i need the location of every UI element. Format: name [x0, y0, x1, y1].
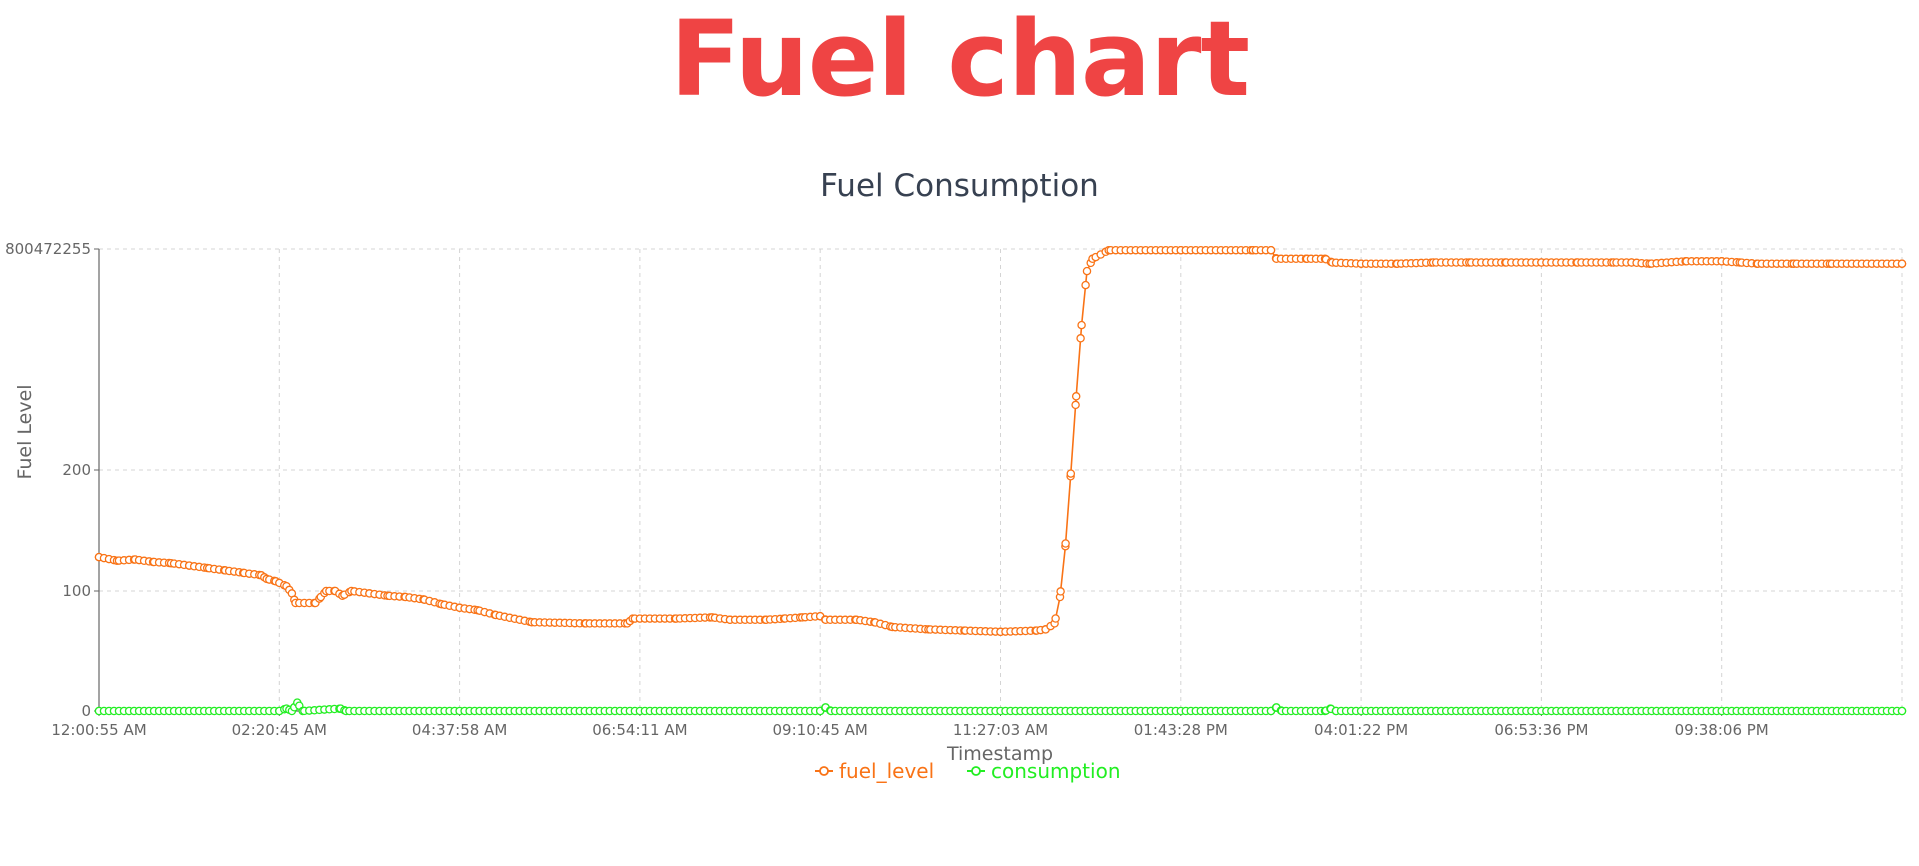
x-tick-label: 12:00:55 AM	[51, 721, 146, 739]
y-tick-label: 0	[81, 702, 91, 720]
data-point	[1071, 392, 1081, 401]
x-axis-ticks: 12:00:55 AM 02:20:45 AM 04:37:58 AM 06:54:1…	[51, 711, 1769, 739]
data-point	[1077, 320, 1086, 330]
x-tick-label: 06:53:36 PM	[1494, 721, 1588, 739]
y-axis-label: Fuel Level	[14, 384, 36, 479]
data-point	[1056, 587, 1065, 596]
y-axis-ticks: 0 100 200 800472255	[5, 240, 99, 720]
data-point	[1081, 280, 1090, 290]
x-tick-label: 11:27:03 AM	[953, 721, 1048, 739]
legend-label: consumption	[991, 759, 1121, 783]
chart-title: Fuel Consumption	[820, 168, 1099, 204]
x-tick-label: 06:54:11 AM	[592, 721, 687, 739]
legend-item-fuel_level[interactable]: fuel_level	[815, 759, 934, 783]
y-tick-label: 100	[62, 582, 91, 600]
x-tick-label: 09:38:06 PM	[1675, 721, 1769, 739]
legend-marker-icon	[819, 766, 829, 776]
data-point	[1897, 706, 1907, 716]
chart-legend: fuel_level consumption	[815, 759, 1121, 783]
x-tick-label: 09:10:45 AM	[773, 721, 868, 739]
chart-grid	[99, 248, 1903, 711]
legend-marker-icon	[971, 766, 981, 776]
data-point	[1897, 259, 1907, 268]
series-fuel_level	[94, 245, 1907, 637]
data-point	[1071, 400, 1080, 410]
x-axis-label: Timestamp	[946, 743, 1053, 765]
data-point	[1266, 245, 1276, 255]
data-point	[1061, 539, 1070, 548]
data-point	[1082, 266, 1092, 276]
page-title: Fuel chart	[669, 0, 1250, 120]
data-point	[1076, 334, 1085, 343]
y-tick-label: 200	[62, 461, 91, 479]
chart-series	[94, 245, 1907, 716]
y-tick-label: 800472255	[5, 240, 91, 258]
data-point	[1066, 469, 1076, 478]
legend-item-consumption[interactable]: consumption	[967, 759, 1121, 783]
series-consumption	[94, 698, 1907, 716]
legend-label: fuel_level	[839, 759, 934, 783]
x-tick-label: 01:43:28 PM	[1134, 721, 1228, 739]
x-tick-label: 04:01:22 PM	[1314, 721, 1408, 739]
x-tick-label: 04:37:58 AM	[412, 721, 507, 739]
data-point	[1051, 614, 1060, 623]
x-tick-label: 02:20:45 AM	[232, 721, 327, 739]
